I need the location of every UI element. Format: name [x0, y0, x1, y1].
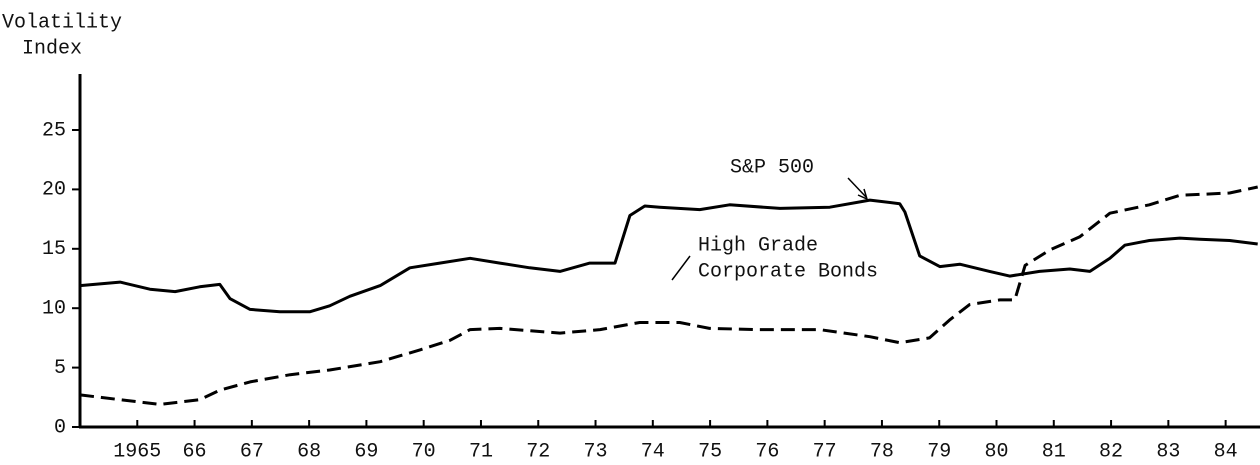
y-axis-title: Index [22, 37, 82, 60]
x-tick-label: 73 [584, 440, 608, 463]
x-tick-label: 71 [469, 440, 493, 463]
y-tick-label: 20 [42, 179, 66, 202]
series-label: S&P 500 [730, 156, 814, 179]
x-tick-label: 81 [1042, 440, 1066, 463]
x-tick-label: 70 [412, 440, 436, 463]
x-tick-label: 76 [755, 440, 779, 463]
series-line [79, 198, 1258, 314]
annotation-arrow [847, 177, 867, 198]
x-tick-label: 75 [698, 440, 722, 463]
y-axis-title: Volatility [2, 11, 122, 34]
x-tick-label: 80 [984, 440, 1008, 463]
x-tick-label: 68 [297, 440, 321, 463]
x-tick-label: 83 [1156, 440, 1180, 463]
x-tick-label: 69 [354, 440, 378, 463]
x-tick-label: 74 [641, 440, 665, 463]
y-tick-label: 0 [54, 416, 66, 439]
x-tick-label: 77 [813, 440, 837, 463]
x-tick-label: 72 [526, 440, 550, 463]
x-tick-label: 1965 [113, 440, 161, 463]
x-tick-label: 79 [927, 440, 951, 463]
annotation-arrowhead [857, 188, 869, 201]
x-tick-label: 78 [870, 440, 894, 463]
x-tick-label: 66 [183, 440, 207, 463]
x-tick-label: 67 [240, 440, 264, 463]
x-tick-label: 82 [1099, 440, 1123, 463]
y-tick-label: 5 [54, 357, 66, 380]
series-label: Corporate Bonds [698, 260, 878, 283]
annotation-arrow [671, 255, 691, 281]
series-label: High Grade [698, 234, 818, 257]
series-line [79, 185, 1259, 406]
y-tick-label: 10 [42, 297, 66, 320]
x-tick-label: 84 [1214, 440, 1238, 463]
y-tick-label: 15 [42, 238, 66, 261]
y-tick-label: 25 [42, 119, 66, 142]
